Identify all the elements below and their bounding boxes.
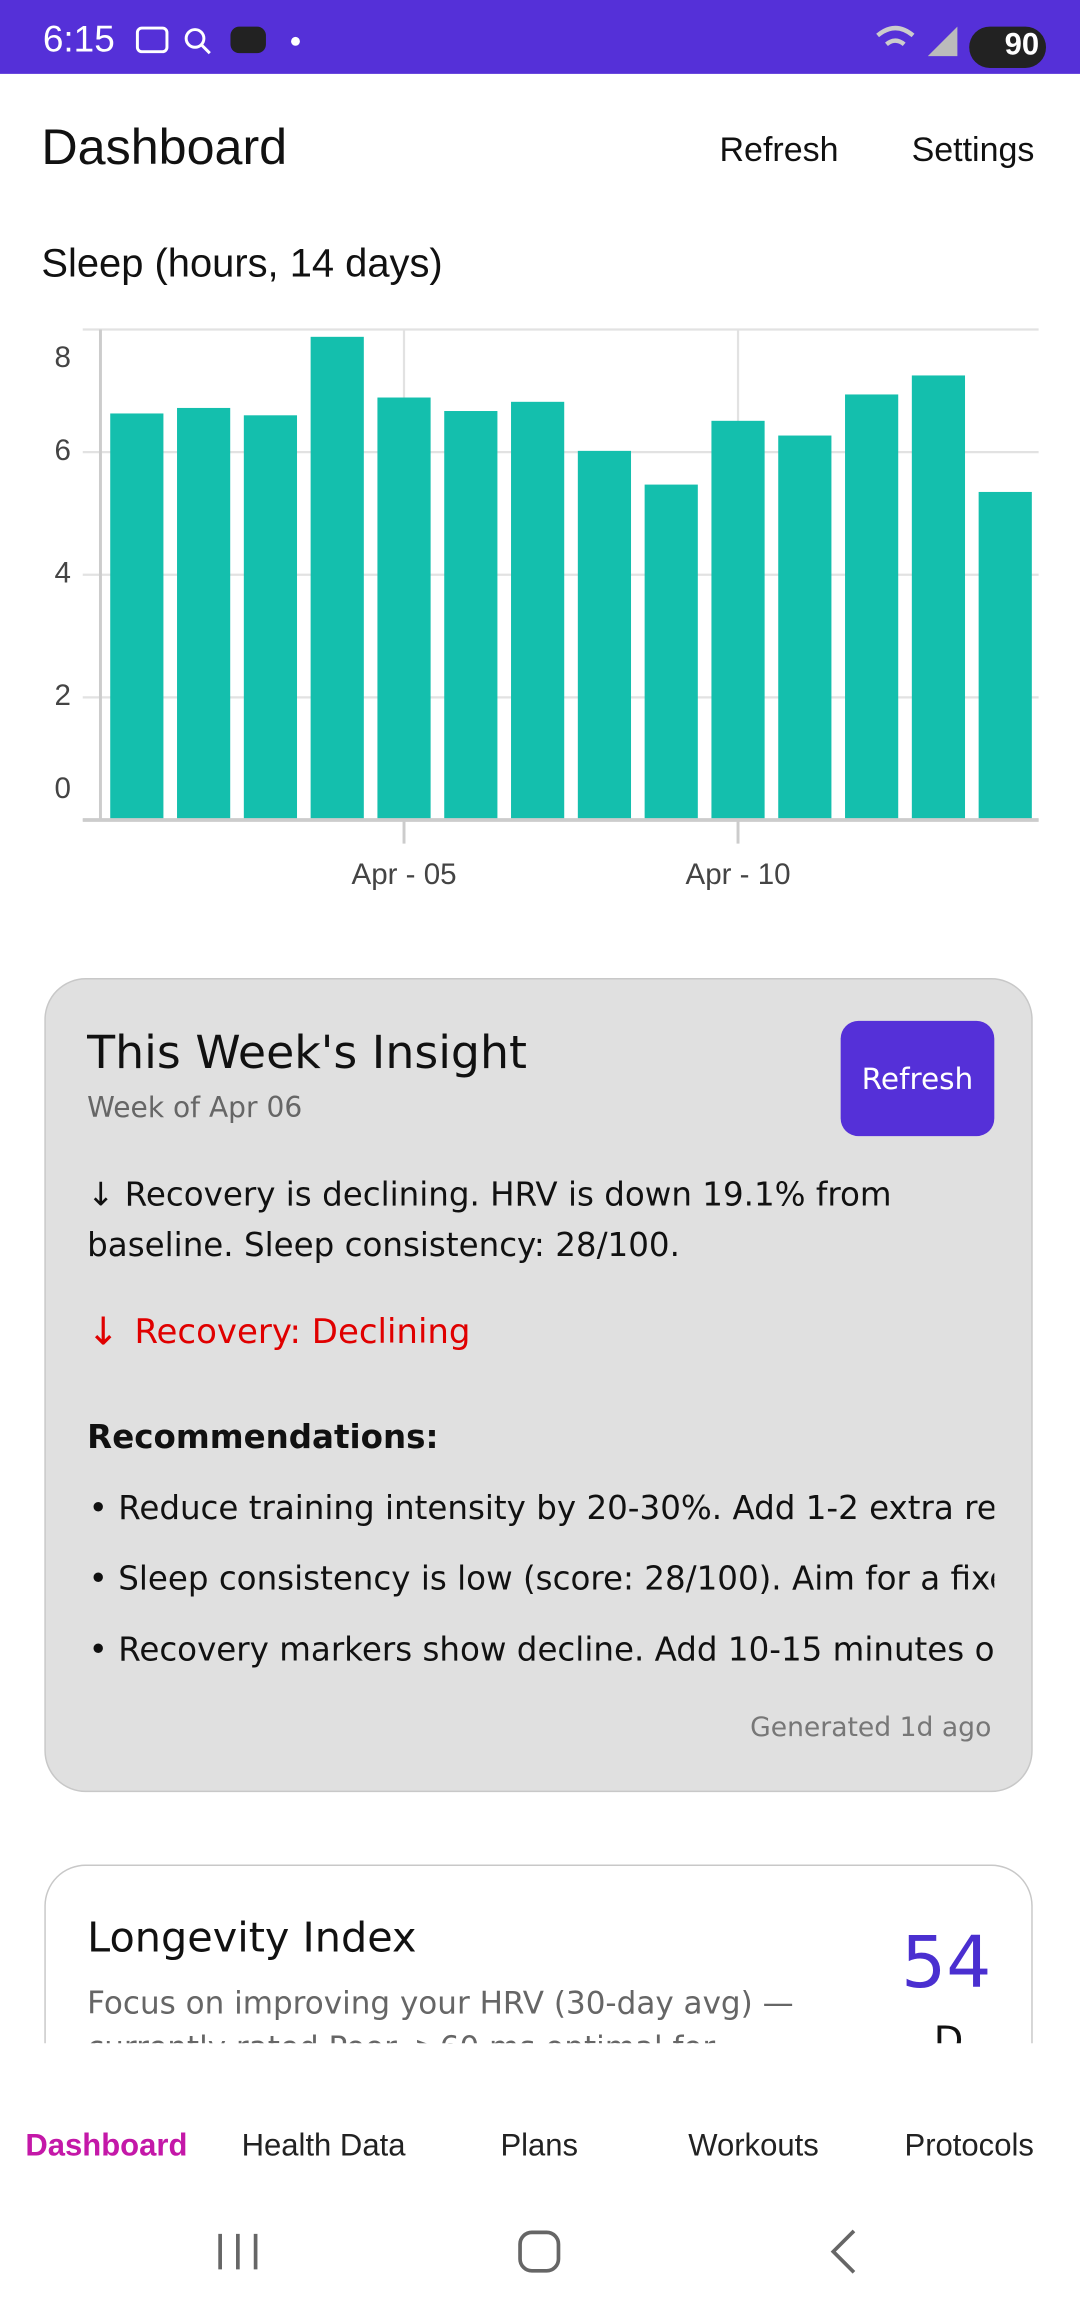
y-tick-label: 4 — [54, 557, 70, 590]
bar — [577, 450, 632, 820]
longevity-description: Focus on improving your HRV (30-day avg)… — [87, 1985, 794, 2044]
x-tick-label: Apr - 10 — [686, 858, 791, 891]
y-tick-label: 0 — [54, 772, 70, 805]
refresh-action[interactable]: Refresh — [719, 130, 839, 169]
recommendations-title: Recommendations: — [87, 1419, 439, 1457]
bar — [711, 420, 765, 820]
y-tick-label: 6 — [54, 434, 70, 467]
insight-title: This Week's Insight — [87, 1026, 528, 1080]
longevity-title: Longevity Index — [87, 1913, 417, 1963]
bar — [444, 411, 498, 820]
battery-level: 90 — [1004, 28, 1040, 63]
nav-item[interactable]: Plans — [500, 2128, 579, 2163]
recommendation: Recovery markers show decline. Add 10-15… — [89, 1633, 994, 1670]
nav-item[interactable]: Health Data — [241, 2128, 406, 2163]
refresh-button[interactable]: Refresh — [840, 1020, 995, 1137]
y-tick-label: 2 — [54, 679, 70, 712]
trend-arrow: ↓ — [87, 1310, 120, 1355]
bar — [778, 435, 832, 820]
battery: 90 — [969, 26, 1047, 68]
status-icons — [135, 26, 300, 55]
insight-card: This Week's Insight Week of Apr 06 Refre… — [44, 978, 1033, 1793]
bar — [377, 397, 431, 820]
page-title: Dashboard — [41, 119, 288, 176]
insight-summary: ↓ Recovery is declining. HRV is down 19.… — [87, 1177, 892, 1265]
bar — [845, 394, 899, 820]
recommendation: Sleep consistency is low (score: 28/100)… — [89, 1562, 994, 1599]
bar — [911, 375, 966, 820]
nav-item[interactable]: Dashboard — [25, 2128, 188, 2163]
bar — [177, 407, 231, 820]
status-bar: 6:15 90 — [0, 0, 1080, 74]
bar — [511, 401, 565, 820]
insight-subtitle: Week of Apr 06 — [87, 1091, 303, 1125]
nav-item[interactable]: Protocols — [904, 2128, 1034, 2163]
x-tick-label: Apr - 05 — [352, 858, 457, 891]
longevity-card[interactable]: Longevity Index Focus on improving your … — [44, 1864, 1033, 2044]
nav-item[interactable]: Workouts — [688, 2128, 819, 2163]
y-tick-label: 8 — [54, 341, 70, 374]
bar — [110, 413, 164, 820]
chart-title: Sleep (hours, 14 days) — [41, 240, 443, 286]
bar — [310, 336, 364, 820]
bar — [978, 491, 1032, 820]
signal-icons — [876, 25, 958, 57]
settings-action[interactable]: Settings — [911, 130, 1035, 169]
bar — [243, 415, 298, 820]
generated-time: Generated 1d ago — [750, 1712, 992, 1744]
scroll-clip: Longevity Index Focus on improving your … — [0, 1864, 1080, 2044]
system-nav — [218, 2229, 856, 2274]
bar — [644, 484, 698, 820]
longevity-grade: D — [933, 2019, 964, 2044]
clock: 6:15 — [42, 19, 115, 61]
longevity-score: 54 — [901, 1922, 992, 2005]
recommendation: Reduce training intensity by 20-30%. Add… — [89, 1491, 994, 1528]
trend-label: Recovery: Declining — [134, 1313, 471, 1352]
sleep-chart: 0 2 4 6 8 Apr - 05 Apr - 10 — [54, 328, 1039, 891]
